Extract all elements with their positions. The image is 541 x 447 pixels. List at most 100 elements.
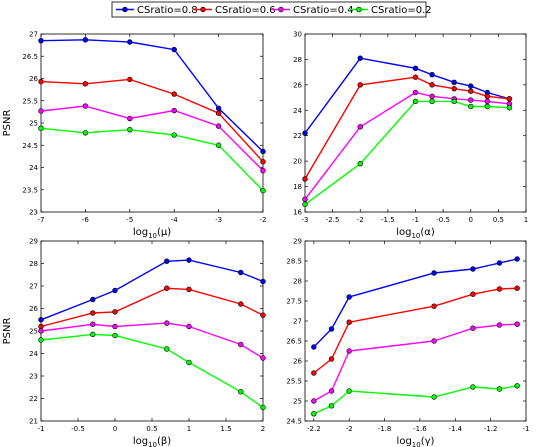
series-line-2 (304, 76, 510, 180)
data-point (171, 132, 177, 138)
legend-item-1: CSratio=0.8 (116, 5, 198, 16)
data-point (164, 320, 170, 326)
data-point (186, 286, 192, 293)
y-tick-label: 28 (29, 260, 38, 268)
y-tick-label: 23 (29, 373, 38, 381)
data-point (302, 130, 308, 136)
data-point (328, 356, 335, 362)
x-tick-label: -3 (215, 216, 222, 224)
data-point (514, 383, 520, 389)
x-tick-label: -1.5 (381, 216, 395, 224)
data-point (357, 55, 363, 61)
data-point (470, 291, 476, 297)
x-tick-label: -1 (412, 216, 419, 224)
data-point (496, 386, 503, 392)
data-point (328, 403, 335, 409)
data-point (127, 39, 133, 45)
data-point (164, 346, 170, 352)
series-line-4 (40, 127, 264, 192)
y-tick-label: 26 (29, 75, 38, 83)
data-point (412, 89, 419, 96)
data-point (468, 83, 474, 89)
data-point (328, 326, 335, 332)
y-tick-label: 25 (29, 328, 38, 336)
series-line-3 (40, 105, 264, 172)
x-tick-label: -4 (171, 216, 179, 224)
plot-frame (40, 33, 264, 213)
data-point (260, 187, 266, 194)
x-tick-label: 0 (469, 216, 473, 224)
y-tick-label: 18 (293, 183, 302, 191)
data-point (346, 348, 352, 354)
x-axis-label: log10(μ) (133, 227, 171, 240)
y-tick-label: 24 (293, 107, 302, 115)
data-point (431, 270, 437, 276)
y-axis-label: PSNR (2, 110, 13, 137)
data-point (127, 115, 133, 122)
y-tick-label: 30 (293, 31, 302, 39)
data-point (429, 82, 435, 88)
x-tick-label: -2 (260, 216, 267, 224)
data-point (260, 167, 266, 174)
y-tick-label: 25 (293, 398, 302, 406)
data-point (90, 331, 96, 338)
y-tick-label: 27 (29, 283, 38, 291)
x-tick-label: -2.2 (307, 425, 321, 433)
chart-panel-4: -2.2 -2 -1.8 -1.6 -1.4 -1.2 -1 24.5 25 25.5 26 26.5… (286, 238, 529, 447)
data-point (38, 78, 44, 85)
x-tick-label: -5 (126, 216, 133, 224)
data-point (357, 82, 363, 88)
y-tick-label: 26 (293, 358, 302, 366)
data-point (311, 411, 317, 417)
data-point (186, 359, 192, 366)
data-point (38, 337, 44, 343)
data-point (171, 91, 177, 97)
x-tick-label: -1 (38, 425, 45, 433)
x-axis-label: log10(α) (396, 227, 435, 240)
x-tick-label: 0 (113, 425, 117, 433)
y-tick-label: 26.5 (286, 338, 302, 346)
data-point (302, 176, 308, 182)
y-tick-label: 28.5 (286, 258, 302, 266)
data-point (215, 105, 222, 112)
data-point (186, 257, 192, 263)
data-point (38, 125, 44, 132)
x-tick-label: -3 (302, 216, 309, 224)
data-point (38, 323, 44, 330)
x-axis-label: log10(β) (133, 436, 171, 447)
data-point (260, 355, 266, 361)
data-point (429, 71, 435, 78)
y-tick-label: 27.5 (286, 298, 302, 306)
series-line-1 (304, 57, 510, 134)
legend-item-3: CSratio=0.4 (272, 5, 354, 16)
x-tick-label: -0.5 (71, 425, 85, 433)
legend-item-4: CSratio=0.2 (350, 5, 432, 16)
y-tick-label: 20 (293, 158, 302, 166)
y-tick-label: 26.5 (22, 53, 38, 61)
x-tick-label: -1.2 (484, 425, 498, 433)
x-tick-label: 0.5 (493, 216, 504, 224)
data-point (127, 126, 133, 133)
y-tick-label: 28 (293, 278, 302, 286)
x-tick-label: 1 (524, 216, 528, 224)
data-point (496, 260, 503, 266)
data-point (311, 370, 317, 376)
data-point (238, 341, 244, 348)
data-point (112, 323, 118, 330)
data-point (238, 389, 244, 395)
data-point (431, 303, 437, 309)
data-point (164, 285, 170, 291)
data-point (429, 93, 435, 100)
series-line-1 (40, 39, 264, 153)
series-line-2 (40, 78, 264, 163)
chart-panel-3: -1 -0.5 0 0.5 1 1.5 2 21 22 23 24 25 26 27 28 29 log10(β… (2, 238, 266, 447)
data-point (260, 148, 266, 155)
data-point (346, 294, 352, 300)
x-tick-label: 0.5 (146, 425, 157, 433)
y-tick-label: 28 (293, 56, 302, 64)
x-tick-label: 2 (261, 425, 265, 433)
data-point (260, 404, 266, 411)
x-tick-label: -0.5 (436, 216, 450, 224)
data-point (260, 312, 266, 318)
